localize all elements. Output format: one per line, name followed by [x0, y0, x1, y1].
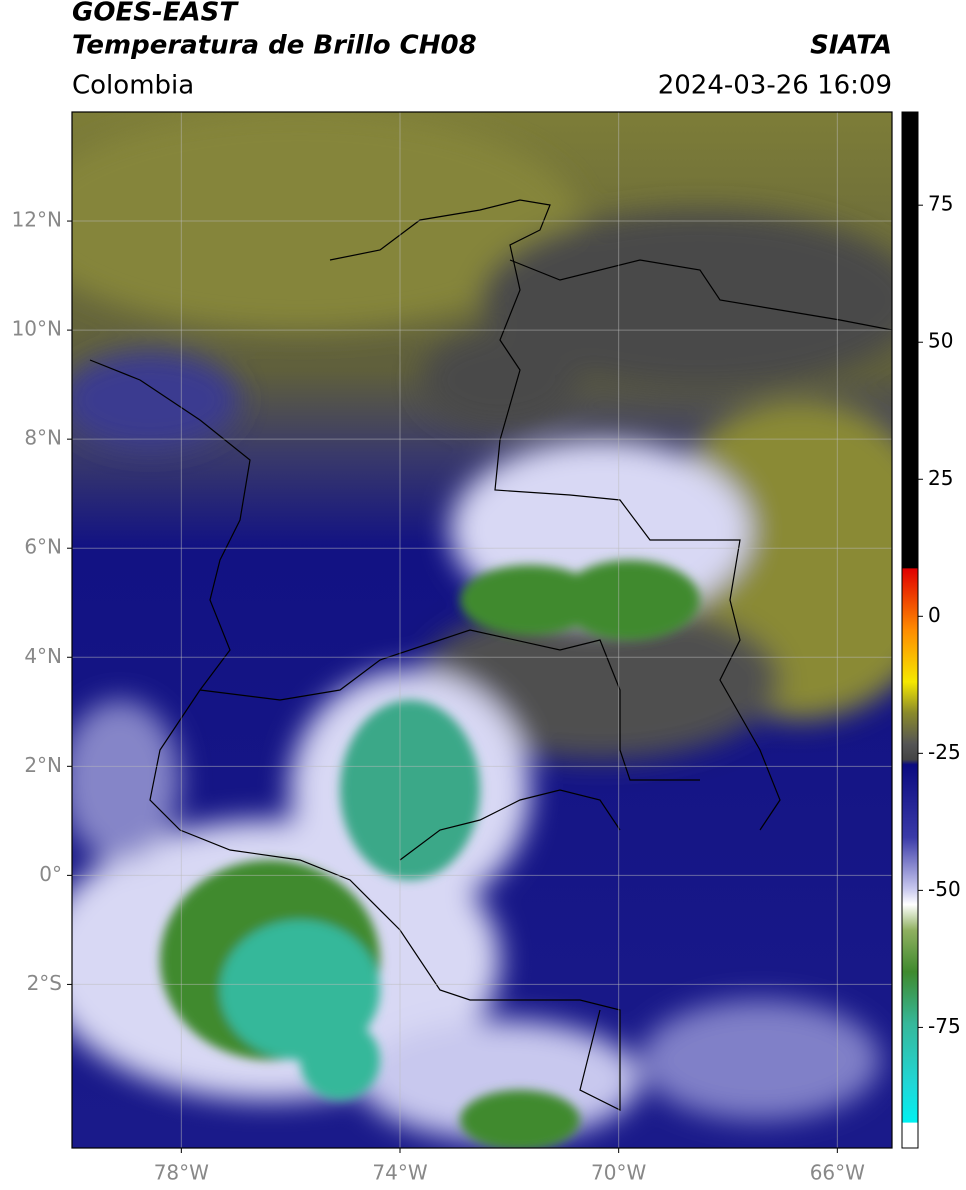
grid	[72, 112, 892, 1148]
colorbar-tick-label: -75	[928, 1014, 961, 1038]
x-tick-label: 74°W	[372, 1161, 427, 1185]
y-tick-label: 0°	[39, 862, 62, 886]
map-frame	[71, 111, 893, 1149]
y-tick-label: 4°N	[24, 644, 62, 668]
y-tick-label: 10°N	[12, 317, 62, 341]
colorbar-tick-label: -25	[928, 740, 961, 764]
y-tick-label: 2°S	[27, 971, 62, 995]
product: Temperatura de Brillo CH08	[72, 31, 477, 61]
borders	[89, 199, 892, 1111]
colorbar-tick-label: -50	[928, 877, 961, 901]
y-tick-label: 12°N	[12, 208, 62, 232]
satellite-image	[72, 112, 892, 1148]
colorbar-tick-label: 50	[928, 329, 953, 353]
colorbar-tick-label: 0	[928, 603, 941, 627]
satellite: GOES-EAST	[72, 0, 239, 28]
colorbar-tick-label: 75	[928, 192, 953, 216]
y-tick-label: 8°N	[24, 426, 62, 450]
colorbar-tick-label: 25	[928, 466, 953, 490]
x-tick-label: 78°W	[154, 1161, 209, 1185]
source: SIATA	[810, 31, 892, 61]
x-tick-label: 70°W	[591, 1161, 646, 1185]
x-tick-label: 66°W	[810, 1161, 865, 1185]
region: Colombia	[72, 71, 194, 101]
y-tick-label: 6°N	[24, 535, 62, 559]
datetime: 2024-03-26 16:09	[658, 71, 892, 101]
colorbar	[901, 111, 919, 1149]
y-tick-label: 2°N	[24, 753, 62, 777]
